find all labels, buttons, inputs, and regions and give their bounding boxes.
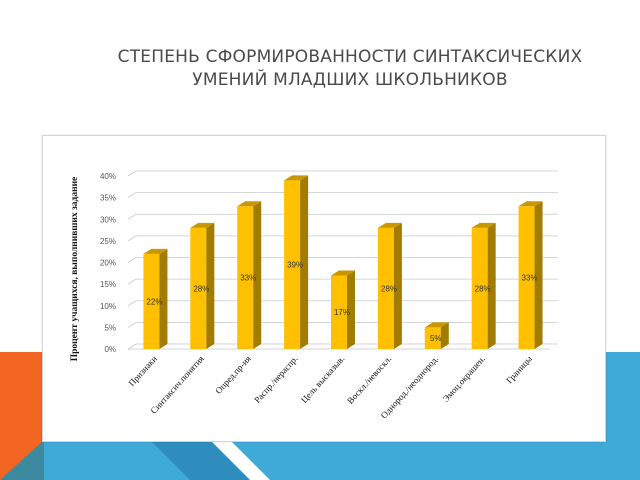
x-category-label: Синтаксич.понятия: [148, 354, 205, 416]
y-tick-label: 0%: [104, 345, 116, 354]
gridline-depth: [127, 343, 137, 350]
bar-side: [253, 201, 262, 349]
y-tick-label: 25%: [100, 237, 116, 246]
data-label: 5%: [430, 334, 442, 343]
x-category-label: Признаки: [126, 354, 159, 389]
bar: [424, 327, 441, 349]
x-category-label: Границы: [504, 354, 534, 386]
bar: [190, 227, 207, 349]
x-category-label: Опред.пр-ия: [213, 354, 252, 396]
y-tick-label: 35%: [100, 194, 116, 203]
data-label: 17%: [334, 308, 350, 317]
gridline-depth: [127, 257, 137, 263]
data-label: 33%: [240, 274, 256, 283]
bar: [143, 253, 160, 349]
bar: [331, 275, 347, 349]
gridline-depth: [127, 300, 137, 307]
data-label: 22%: [146, 297, 162, 306]
bar-side: [159, 248, 168, 349]
bar: [377, 227, 394, 349]
y-tick-label: 40%: [100, 172, 116, 181]
data-label: 33%: [522, 274, 538, 283]
data-label: 28%: [475, 284, 491, 293]
gridline-depth: [127, 278, 137, 285]
bar-side: [300, 175, 309, 349]
data-label: 28%: [193, 284, 209, 293]
chart-panel: Процент учащихся, выполнивших задание 0%…: [42, 135, 606, 442]
bar-top: [190, 222, 215, 228]
y-tick-label: 30%: [100, 215, 116, 224]
gridline-depth: [127, 192, 137, 198]
gridline-depth: [127, 235, 137, 242]
data-label: 28%: [381, 284, 397, 293]
bar-top: [237, 201, 262, 207]
bar-chart: Процент учащихся, выполнивших задание 0%…: [70, 170, 558, 420]
bar-top: [284, 175, 309, 181]
y-tick-label: 15%: [100, 280, 116, 289]
bar-top: [377, 222, 402, 228]
bar-side: [347, 270, 355, 349]
bar-side: [534, 201, 543, 349]
bar: [518, 206, 535, 349]
gridline-depth: [127, 170, 137, 177]
y-tick-label: 5%: [104, 323, 116, 332]
bar-top: [143, 248, 168, 254]
bar-top: [331, 270, 355, 276]
deco-blue-dark-shape: [150, 440, 250, 480]
bar: [237, 206, 254, 349]
x-category-label: Распр./нераспр.: [252, 354, 300, 405]
gridline-depth: [127, 213, 137, 220]
bar-top: [424, 322, 449, 328]
slide-title: СТЕПЕНЬ СФОРМИРОВАННОСТИ СИНТАКСИЧЕСКИХ …: [50, 46, 640, 92]
slide-title-line-2: УМЕНИЙ МЛАДШИХ ШКОЛЬНИКОВ: [192, 70, 508, 90]
bar-side: [206, 222, 215, 349]
y-tick-label: 20%: [100, 259, 116, 268]
bar: [471, 227, 488, 349]
x-category-label: Эмоц.окрашен.: [441, 354, 488, 404]
bar-side: [487, 222, 496, 349]
bar-top: [518, 201, 543, 207]
deco-orange-shape: [0, 352, 44, 480]
bar-top: [471, 222, 496, 228]
deco-blue-bottom-shape: [230, 440, 604, 480]
y-axis-label: Процент учащихся, выполнивших задание: [70, 177, 80, 362]
deco-blue-right-shape: [604, 352, 640, 480]
y-tick-label: 10%: [100, 302, 116, 311]
gridline-depth: [127, 322, 137, 328]
bar: [284, 180, 301, 349]
data-label: 39%: [287, 261, 303, 270]
bar-side: [393, 222, 402, 349]
bar-side: [440, 322, 449, 349]
x-category-label: Воскл./невоскл.: [345, 354, 393, 406]
x-category-label: Цель высказыв.: [299, 354, 347, 405]
slide-title-line-1: СТЕПЕНЬ СФОРМИРОВАННОСТИ СИНТАКСИЧЕСКИХ: [117, 47, 583, 67]
